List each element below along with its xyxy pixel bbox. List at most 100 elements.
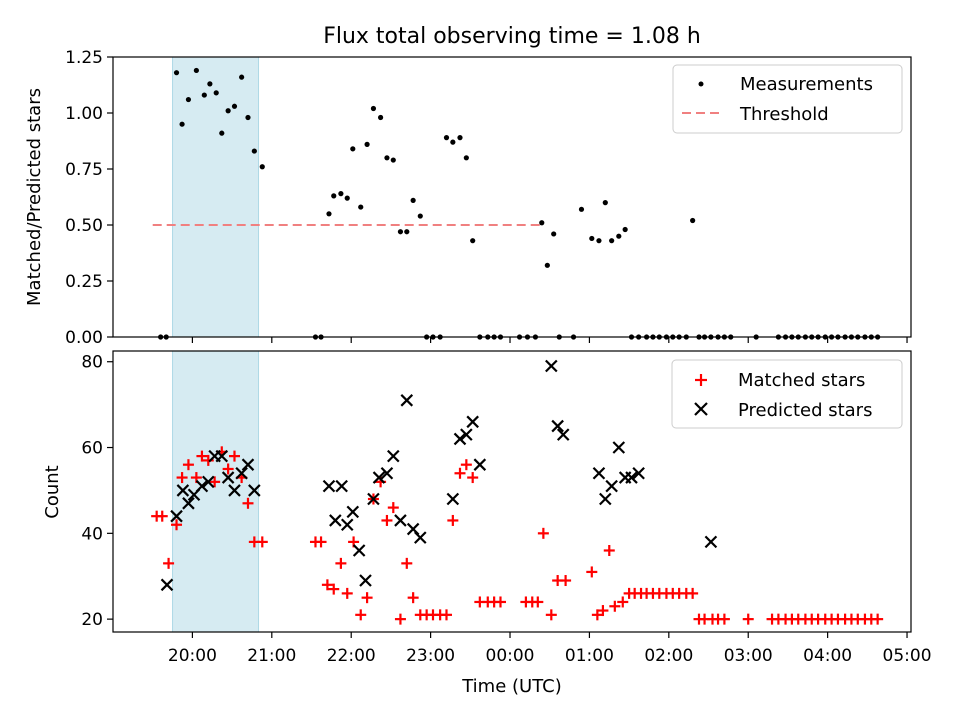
measurement-point	[231, 103, 238, 109]
top-ytick-label: 0.75	[65, 160, 103, 180]
predicted-star-point	[322, 479, 336, 493]
top-ytick-label: 1.25	[65, 48, 103, 68]
matched-star-point	[609, 600, 621, 612]
legend-threshold-label: Threshold	[739, 104, 829, 125]
predicted-star-point	[612, 441, 626, 454]
bottom-axes: 20 40 60 80 20:00 21:00 22:00 23:00 00:00 01:00 0…	[42, 350, 932, 697]
predicted-star-point	[176, 484, 190, 497]
measurement-point	[207, 81, 213, 87]
bottom-y-axis-label: Count	[42, 465, 63, 518]
measurement-point	[225, 108, 231, 114]
predicted-star-point	[241, 458, 255, 471]
measurement-point	[544, 262, 550, 268]
xtick-label: 21:00	[247, 646, 296, 666]
measurement-point	[201, 92, 207, 98]
predicted-star-point	[605, 479, 618, 493]
predicted-star-point	[394, 514, 407, 527]
predicted-star-point	[329, 514, 342, 527]
predicted-star-point	[170, 509, 183, 523]
matched-star-point	[440, 609, 452, 621]
measurement-point	[344, 195, 350, 201]
predicted-star-point	[372, 471, 386, 484]
matched-star-point	[494, 596, 506, 608]
top-x-ticks	[191, 337, 908, 343]
matched-star-point	[460, 459, 472, 471]
matched-star-point	[171, 519, 183, 531]
top-y-ticks: 0.00 0.25 0.50 0.75 1.00 1.25	[65, 48, 113, 348]
predicted-star-point	[599, 492, 612, 506]
predicted-star-point	[592, 466, 606, 480]
matched-star-point	[560, 575, 572, 587]
measurement-point	[245, 114, 251, 121]
matched-star-point	[228, 450, 240, 462]
measurement-point	[404, 229, 410, 235]
top-ytick-label: 0.00	[65, 328, 103, 348]
measurement-point	[622, 226, 628, 233]
xtick-label: 00:00	[486, 646, 535, 666]
matched-star-point	[545, 609, 557, 621]
xtick-label: 05:00	[883, 646, 932, 666]
xtick-label: 04:00	[803, 646, 852, 666]
measurement-point	[539, 220, 545, 226]
matched-star-point	[687, 587, 699, 599]
matched-star-point	[381, 514, 393, 526]
top-legend: Measurements Threshold	[672, 64, 903, 134]
matched-star-point	[341, 587, 353, 599]
matched-star-point	[315, 536, 327, 548]
matched-star-point	[591, 609, 603, 621]
matched-stars-points	[151, 446, 884, 625]
matched-star-point	[597, 605, 609, 617]
legend-matched-label: Matched stars	[738, 370, 865, 391]
measurement-point	[179, 121, 185, 127]
predicted-star-point	[625, 471, 638, 484]
measurement-point	[358, 204, 364, 210]
xtick-label: 03:00	[724, 646, 773, 666]
predicted-star-point	[466, 415, 479, 429]
measurement-point	[596, 238, 602, 244]
matched-star-point	[532, 596, 544, 608]
bottom-ytick-label: 60	[81, 439, 103, 459]
matched-star-point	[222, 463, 234, 475]
legend-x-marker	[694, 402, 708, 416]
measurement-point	[690, 217, 696, 224]
measurement-point	[173, 70, 180, 76]
matched-star-point	[603, 544, 615, 556]
measurement-point	[578, 206, 585, 212]
matched-star-point	[182, 459, 194, 471]
predicted-star-point	[453, 432, 467, 446]
matched-star-point	[156, 510, 168, 522]
measurement-point	[338, 191, 344, 197]
matched-star-point	[196, 450, 208, 462]
chart-title: Flux total observing time = 1.08 h	[323, 24, 701, 49]
top-y-axis-label: Matched/Predicted stars	[24, 88, 45, 306]
predicted-star-point	[387, 449, 400, 463]
top-ytick-label: 1.00	[65, 104, 103, 124]
matched-star-point	[242, 497, 254, 509]
bottom-y-ticks: 20 40 60 80	[81, 353, 113, 630]
legend-measurements-label: Measurements	[740, 74, 873, 95]
predicted-star-point	[248, 484, 261, 497]
matched-star-point	[718, 613, 730, 625]
matched-star-point	[328, 583, 340, 595]
legend-dot-marker	[698, 81, 704, 87]
top-axes-frame	[112, 56, 912, 338]
matched-star-point	[742, 613, 754, 625]
matched-star-point	[163, 557, 175, 569]
predicted-star-point	[460, 428, 473, 441]
measurement-point	[602, 200, 608, 206]
predicted-star-point	[556, 428, 570, 441]
measurement-point	[370, 105, 377, 112]
measurement-point	[185, 96, 192, 103]
matched-star-point	[256, 536, 268, 548]
top-legend-box	[672, 64, 903, 134]
predicted-star-point	[335, 479, 348, 493]
predicted-star-point	[221, 471, 235, 484]
measurement-point	[350, 146, 356, 152]
measurement-point	[457, 135, 463, 141]
predicted-star-point	[545, 359, 558, 373]
predicted-star-point	[380, 466, 394, 480]
predicted-star-point	[632, 466, 645, 480]
measurement-point	[213, 90, 219, 96]
bottom-axes-frame	[112, 350, 912, 633]
